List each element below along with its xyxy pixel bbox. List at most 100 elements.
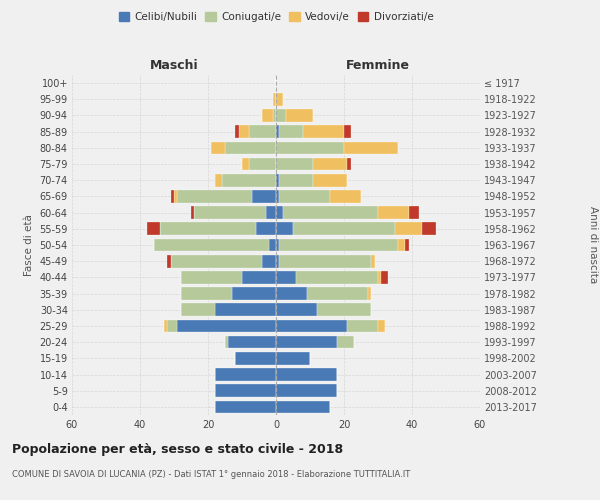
Y-axis label: Anni di nascita: Anni di nascita — [587, 206, 598, 284]
Bar — [225, 142, 276, 154]
Bar — [272, 109, 276, 122]
Bar — [225, 336, 229, 348]
Bar — [276, 126, 280, 138]
Bar — [276, 158, 313, 170]
Bar — [276, 304, 317, 316]
Bar — [256, 222, 276, 235]
Bar — [266, 206, 276, 219]
Bar — [283, 206, 378, 219]
Bar — [276, 352, 310, 364]
Bar — [378, 320, 385, 332]
Bar — [307, 288, 368, 300]
Bar — [276, 142, 344, 154]
Bar — [181, 271, 242, 283]
Bar — [272, 93, 276, 106]
Bar — [211, 142, 225, 154]
Bar — [276, 336, 337, 348]
Bar — [194, 206, 266, 219]
Bar — [164, 320, 167, 332]
Bar — [395, 222, 422, 235]
Bar — [167, 255, 170, 268]
Bar — [276, 320, 347, 332]
Bar — [170, 190, 174, 202]
Bar — [276, 288, 307, 300]
Bar — [405, 238, 409, 252]
Bar — [160, 222, 256, 235]
Bar — [215, 400, 276, 413]
Y-axis label: Fasce di età: Fasce di età — [24, 214, 34, 276]
Bar — [252, 190, 276, 202]
Bar — [215, 368, 276, 381]
Bar — [276, 109, 286, 122]
Bar — [276, 93, 283, 106]
Bar — [276, 174, 280, 186]
Bar — [178, 190, 252, 202]
Bar — [215, 384, 276, 397]
Bar — [235, 352, 276, 364]
Bar — [221, 174, 276, 186]
Bar — [276, 368, 337, 381]
Text: COMUNE DI SAVOIA DI LUCANIA (PZ) - Dati ISTAT 1° gennaio 2018 - Elaborazione TUT: COMUNE DI SAVOIA DI LUCANIA (PZ) - Dati … — [12, 470, 410, 479]
Bar — [286, 109, 313, 122]
Bar — [276, 255, 280, 268]
Bar — [147, 222, 160, 235]
Bar — [235, 126, 239, 138]
Bar — [154, 238, 269, 252]
Bar — [382, 271, 388, 283]
Bar — [280, 174, 313, 186]
Bar — [242, 271, 276, 283]
Text: Maschi: Maschi — [149, 59, 199, 72]
Bar — [242, 158, 249, 170]
Bar — [249, 126, 276, 138]
Bar — [229, 336, 276, 348]
Bar — [409, 206, 419, 219]
Bar — [344, 142, 398, 154]
Bar — [178, 320, 276, 332]
Bar — [232, 288, 276, 300]
Bar — [280, 238, 398, 252]
Bar — [293, 222, 395, 235]
Bar — [262, 109, 272, 122]
Bar — [276, 206, 283, 219]
Bar — [371, 255, 374, 268]
Bar — [170, 255, 262, 268]
Bar — [181, 288, 232, 300]
Bar — [215, 304, 276, 316]
Bar — [239, 126, 249, 138]
Bar — [313, 158, 347, 170]
Bar — [280, 126, 303, 138]
Bar — [167, 320, 178, 332]
Bar — [174, 190, 178, 202]
Bar — [378, 271, 382, 283]
Bar — [347, 320, 378, 332]
Bar — [280, 190, 331, 202]
Bar — [303, 126, 344, 138]
Bar — [276, 271, 296, 283]
Bar — [262, 255, 276, 268]
Bar — [276, 238, 280, 252]
Bar — [344, 126, 351, 138]
Bar — [337, 336, 354, 348]
Bar — [249, 158, 276, 170]
Bar — [378, 206, 409, 219]
Bar — [276, 384, 337, 397]
Bar — [422, 222, 436, 235]
Bar — [181, 304, 215, 316]
Text: Popolazione per età, sesso e stato civile - 2018: Popolazione per età, sesso e stato civil… — [12, 442, 343, 456]
Bar — [331, 190, 361, 202]
Bar — [368, 288, 371, 300]
Bar — [215, 174, 221, 186]
Bar — [398, 238, 405, 252]
Bar — [191, 206, 194, 219]
Text: Femmine: Femmine — [346, 59, 410, 72]
Bar — [276, 400, 331, 413]
Bar — [280, 255, 371, 268]
Legend: Celibi/Nubili, Coniugati/e, Vedovi/e, Divorziati/e: Celibi/Nubili, Coniugati/e, Vedovi/e, Di… — [115, 8, 437, 26]
Bar — [313, 174, 347, 186]
Bar — [296, 271, 378, 283]
Bar — [276, 222, 293, 235]
Bar — [276, 190, 280, 202]
Bar — [269, 238, 276, 252]
Bar — [347, 158, 351, 170]
Bar — [317, 304, 371, 316]
